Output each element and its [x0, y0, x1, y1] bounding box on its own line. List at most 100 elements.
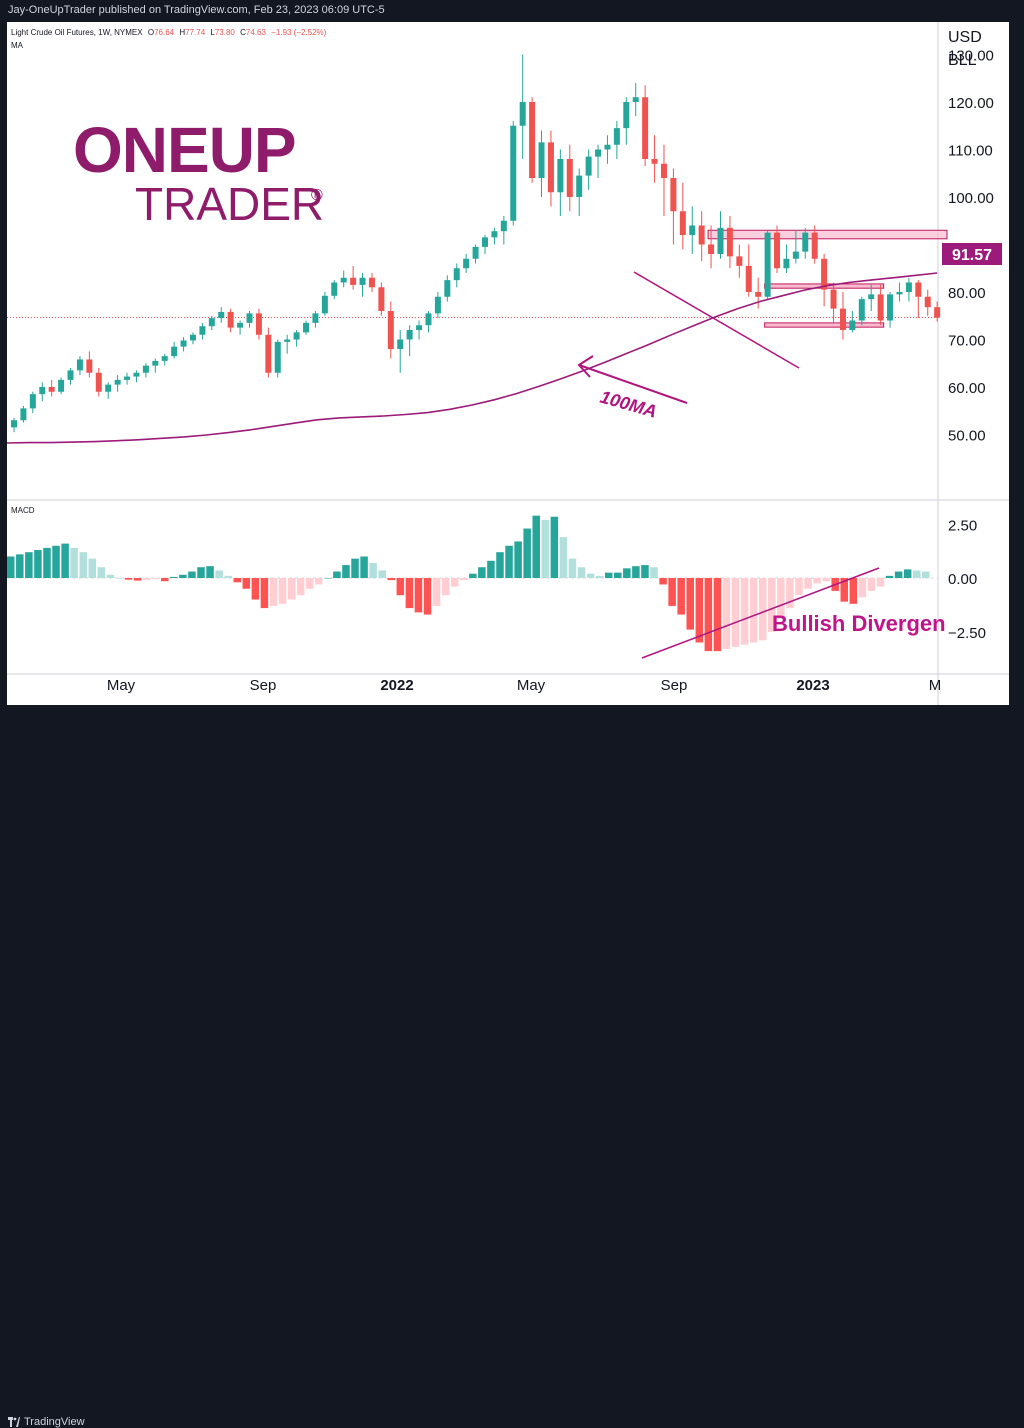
- candle-body: [736, 256, 743, 266]
- macd-bar: [523, 528, 531, 578]
- candles-layer: [11, 54, 941, 433]
- macd-bar: [251, 578, 260, 600]
- candle-body: [284, 339, 291, 342]
- candle-body: [670, 178, 677, 212]
- macd-bar: [25, 552, 33, 578]
- candle-body: [274, 341, 281, 373]
- candle-body: [905, 282, 912, 292]
- candle-body: [387, 311, 394, 349]
- macd-bar: [351, 558, 359, 578]
- price-tick-label: 70.00: [948, 333, 986, 350]
- logo-one: ONE: [73, 114, 209, 186]
- macd-bar: [813, 578, 821, 584]
- macd-bar: [659, 578, 667, 585]
- ma-100-line: [6, 272, 938, 444]
- macd-bar: [731, 578, 740, 647]
- macd-bar: [550, 516, 559, 578]
- macd-bar: [614, 572, 622, 578]
- macd-bar: [197, 567, 205, 578]
- candle-body: [839, 308, 846, 330]
- candle-body: [312, 313, 319, 323]
- macd-bar: [768, 578, 776, 632]
- legend-o-label: O: [148, 28, 154, 37]
- macd-bar: [324, 578, 332, 579]
- candle-body: [29, 394, 36, 409]
- price-tick-label: 80.00: [948, 285, 986, 302]
- macd-bar: [179, 574, 187, 578]
- macd-bar: [342, 565, 350, 578]
- legend-h-label: H: [179, 28, 185, 37]
- macd-bar: [396, 578, 405, 596]
- macd-bar: [233, 578, 241, 583]
- macd-bar: [269, 578, 278, 606]
- macd-bar: [749, 578, 758, 643]
- candle-body: [218, 311, 225, 319]
- macd-bar: [505, 545, 513, 578]
- candle-body: [811, 232, 818, 259]
- candle-body: [246, 313, 253, 323]
- candle-body: [20, 408, 27, 421]
- candle-body: [500, 220, 507, 232]
- macd-bar: [641, 565, 649, 578]
- candle-body: [651, 159, 658, 164]
- candle-body: [557, 159, 564, 193]
- legend-l-value: 73.80: [215, 28, 236, 37]
- macd-bar: [758, 578, 767, 641]
- macd-bar: [124, 578, 133, 580]
- candle-body: [453, 268, 460, 281]
- macd-bar: [133, 578, 142, 581]
- candle-body: [745, 265, 752, 292]
- macd-bar: [740, 578, 749, 645]
- macd-bar: [786, 578, 794, 609]
- candle-body: [529, 102, 536, 178]
- logo-line2: TRADER: [135, 178, 324, 230]
- price-tick-label: 100.00: [948, 190, 994, 207]
- candle-body: [472, 246, 479, 259]
- macd-bar: [441, 578, 450, 596]
- time-tick-label: Sep: [250, 677, 277, 694]
- candle-body: [585, 156, 592, 176]
- chart-frame[interactable]: Light Crude Oil Futures, 1W, NYMEX O76.6…: [6, 22, 1009, 705]
- tradingview-logo-icon: [8, 1417, 20, 1427]
- candle-body: [444, 280, 451, 297]
- macd-bar: [61, 543, 69, 578]
- currency-line2: BLL: [948, 52, 977, 69]
- macd-axis: 2.50 0.00 −2.50: [948, 517, 986, 642]
- macd-bar: [532, 515, 540, 578]
- candle-body: [406, 330, 413, 340]
- candle-body: [642, 97, 649, 159]
- macd-bar: [215, 570, 223, 578]
- legend-symbol: Light Crude Oil Futures, 1W, NYMEX: [11, 28, 143, 37]
- chart-canvas[interactable]: Light Crude Oil Futures, 1W, NYMEX O76.6…: [6, 22, 1009, 705]
- candle-body: [11, 420, 17, 428]
- candle-body: [76, 359, 83, 371]
- macd-bar: [568, 558, 577, 578]
- descending-trendline: [633, 271, 800, 369]
- candle-body: [114, 379, 121, 385]
- oneup-trader-logo: ONEUP TRADER ®: [73, 114, 324, 230]
- candle-body: [124, 376, 131, 380]
- candle-body: [133, 372, 140, 377]
- macd-bar: [885, 575, 894, 578]
- divergence-trendline: [641, 567, 880, 659]
- published-caption: Jay-OneUpTrader published on TradingView…: [8, 4, 385, 16]
- candle-body: [171, 346, 178, 357]
- macd-bar: [151, 578, 160, 580]
- legend-o-value: 76.64: [154, 28, 175, 37]
- macd-tick-label: 0.00: [948, 571, 977, 588]
- macd-bar: [414, 578, 423, 613]
- macd-bar: [242, 578, 251, 589]
- candle-body: [868, 294, 875, 300]
- candle-body: [924, 296, 931, 308]
- macd-tick-label: −2.50: [948, 625, 986, 642]
- candle-body: [434, 296, 441, 314]
- candle-body: [425, 313, 432, 326]
- legend-l-label: L: [210, 28, 215, 37]
- macd-bar: [423, 578, 432, 615]
- candle-body: [595, 149, 602, 157]
- candle-body: [858, 299, 865, 321]
- tradingview-brand: TradingView: [24, 1416, 85, 1428]
- macd-bar: [142, 578, 151, 581]
- macd-bar: [170, 576, 178, 578]
- macd-bar: [849, 578, 858, 604]
